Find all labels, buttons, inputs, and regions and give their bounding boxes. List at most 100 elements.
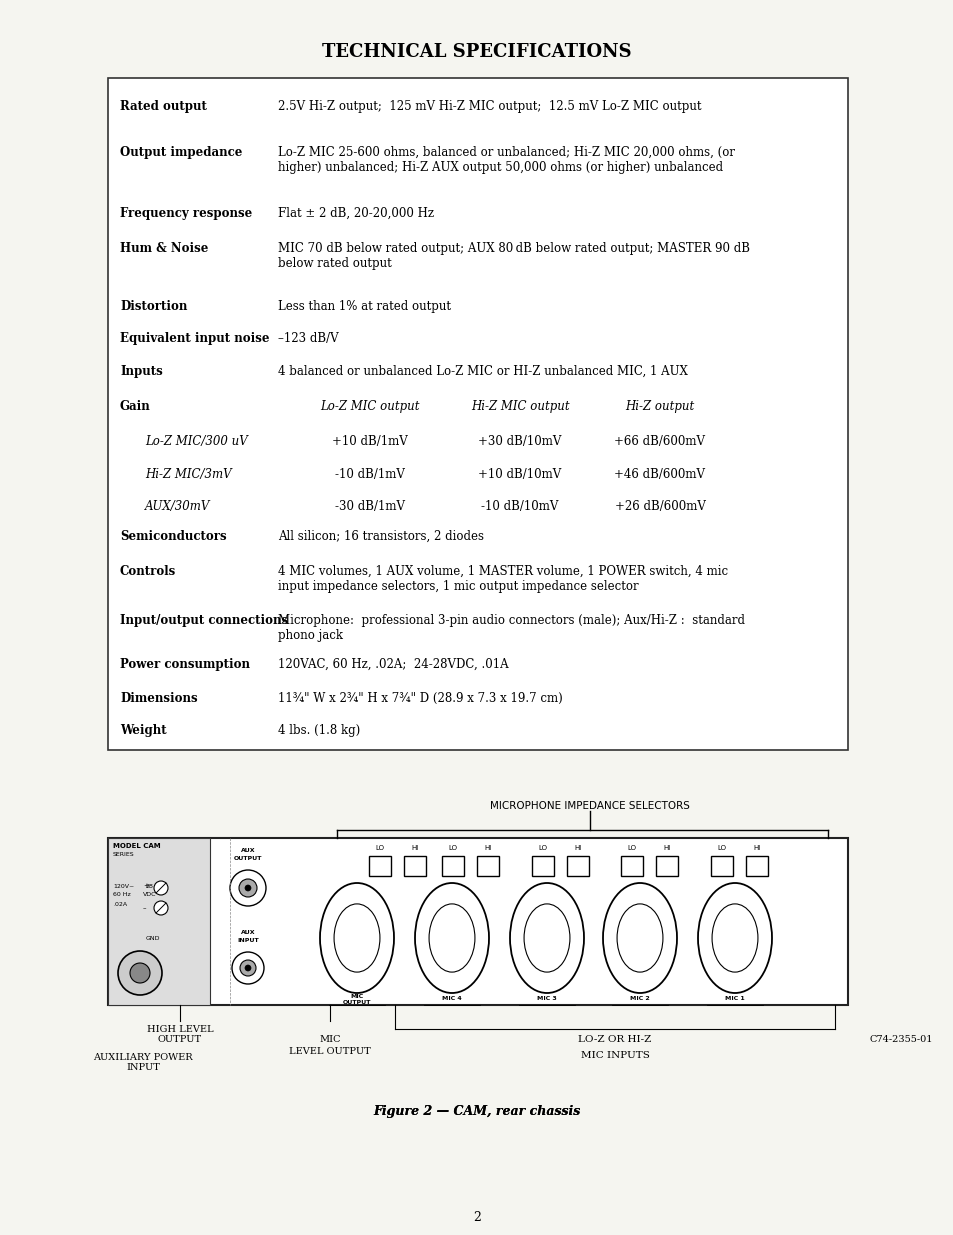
Text: INPUT: INPUT [126,1063,160,1072]
Bar [108,839,847,1005]
Text: MIC: MIC [350,993,363,999]
Text: MIC INPUTS: MIC INPUTS [580,1051,649,1060]
Text: LO: LO [717,845,726,851]
Text: Hi-Z MIC output: Hi-Z MIC output [470,399,569,412]
Text: Microphone:  professional 3-pin audio connectors (male); Aux/Hi-Z :  standard: Microphone: professional 3-pin audio con… [277,614,744,626]
Text: LEVEL OUTPUT: LEVEL OUTPUT [289,1046,371,1056]
Ellipse shape [510,883,583,993]
Text: Distortion: Distortion [120,300,187,312]
Text: AUX/30mV: AUX/30mV [145,499,211,513]
Text: Figure 2 — CAM, rear chassis: Figure 2 — CAM, rear chassis [373,1105,580,1119]
Circle shape [118,951,162,995]
Bar [620,856,642,876]
Text: MIC 3: MIC 3 [537,997,557,1002]
Circle shape [245,965,251,971]
Text: 4 balanced or unbalanced Lo-Z MIC or HI-Z unbalanced MIC, 1 AUX: 4 balanced or unbalanced Lo-Z MIC or HI-… [277,364,687,378]
Bar [566,856,588,876]
Bar [745,856,767,876]
Text: Hi-Z output: Hi-Z output [625,399,694,412]
Text: 2: 2 [473,1212,480,1224]
Text: HI: HI [662,845,670,851]
Bar [403,856,426,876]
Text: Inputs: Inputs [120,364,163,378]
Text: -10 dB/10mV: -10 dB/10mV [481,499,558,513]
Text: 60 Hz: 60 Hz [112,893,131,898]
Text: GND: GND [146,935,160,941]
Text: LO-Z OR HI-Z: LO-Z OR HI-Z [578,1035,651,1045]
Ellipse shape [415,883,489,993]
Text: OUTPUT: OUTPUT [342,999,371,1004]
Text: OUTPUT: OUTPUT [233,856,262,861]
Ellipse shape [602,883,677,993]
Text: 11¾" W x 2¾" H x 7¾" D (28.9 x 7.3 x 19.7 cm): 11¾" W x 2¾" H x 7¾" D (28.9 x 7.3 x 19.… [277,692,562,704]
Text: higher) unbalanced; Hi-Z AUX output 50,000 ohms (or higher) unbalanced: higher) unbalanced; Hi-Z AUX output 50,0… [277,161,722,173]
Text: HI: HI [574,845,581,851]
Text: MODEL CAM: MODEL CAM [112,844,160,848]
Ellipse shape [334,904,379,972]
Circle shape [232,952,264,984]
Text: Hum & Noise: Hum & Noise [120,242,208,254]
Text: 120V~: 120V~ [112,883,134,888]
Text: Input/output connections: Input/output connections [120,614,288,626]
Text: MIC 70 dB below rated output; AUX 80 dB below rated output; MASTER 90 dB: MIC 70 dB below rated output; AUX 80 dB … [277,242,749,254]
Ellipse shape [429,904,475,972]
Circle shape [130,963,150,983]
Text: Figure 2 — CAM, rear chassis: Figure 2 — CAM, rear chassis [373,1105,580,1119]
Text: –123 dB/V: –123 dB/V [277,331,338,345]
Text: -10 dB/1mV: -10 dB/1mV [335,468,404,480]
Text: LO: LO [448,845,457,851]
Text: MIC: MIC [319,1035,340,1045]
Text: LO: LO [375,845,384,851]
Circle shape [230,869,266,906]
Text: Controls: Controls [120,564,176,578]
Ellipse shape [617,904,662,972]
Text: Semiconductors: Semiconductors [120,530,227,542]
Circle shape [239,879,256,897]
Bar [710,856,732,876]
Circle shape [245,885,251,890]
Ellipse shape [711,904,757,972]
Text: .02A: .02A [112,902,127,906]
Text: Rated output: Rated output [120,100,207,112]
Text: 4 MIC volumes, 1 AUX volume, 1 MASTER volume, 1 POWER switch, 4 mic: 4 MIC volumes, 1 AUX volume, 1 MASTER vo… [277,564,727,578]
Text: +10 dB/10mV: +10 dB/10mV [477,468,561,480]
Text: Gain: Gain [120,399,151,412]
Bar [532,856,554,876]
Text: MIC 1: MIC 1 [724,997,744,1002]
Text: MIC 2: MIC 2 [630,997,649,1002]
Bar [441,856,463,876]
Text: +30 dB/10mV: +30 dB/10mV [477,435,561,447]
Text: +66 dB/600mV: +66 dB/600mV [614,435,705,447]
Text: Weight: Weight [120,724,167,736]
Text: –: – [143,905,147,911]
Text: MIC 4: MIC 4 [441,997,461,1002]
Bar [656,856,678,876]
Ellipse shape [698,883,771,993]
Text: 4 lbs. (1.8 kg): 4 lbs. (1.8 kg) [277,724,360,736]
Text: Output impedance: Output impedance [120,146,242,158]
Bar [369,856,391,876]
Text: Flat ± 2 dB, 20-20,000 Hz: Flat ± 2 dB, 20-20,000 Hz [277,206,434,220]
Text: 28: 28 [146,883,153,888]
Text: below rated output: below rated output [277,257,392,269]
Text: AUXILIARY POWER: AUXILIARY POWER [93,1052,193,1062]
Text: phono jack: phono jack [277,629,343,641]
Text: Lo-Z MIC output: Lo-Z MIC output [320,399,419,412]
Ellipse shape [319,883,394,993]
Text: +: + [143,883,149,889]
Text: -30 dB/1mV: -30 dB/1mV [335,499,405,513]
Circle shape [240,960,255,976]
Text: C74-2355-01: C74-2355-01 [869,1035,933,1045]
Text: +10 dB/1mV: +10 dB/1mV [332,435,408,447]
Circle shape [153,881,168,895]
Text: SERIES: SERIES [112,852,134,857]
Text: Lo-Z MIC/300 uV: Lo-Z MIC/300 uV [145,435,248,447]
Text: input impedance selectors, 1 mic output impedance selector: input impedance selectors, 1 mic output … [277,579,638,593]
Text: +26 dB/600mV: +26 dB/600mV [614,499,704,513]
Text: AUX: AUX [240,847,255,852]
Text: All silicon; 16 transistors, 2 diodes: All silicon; 16 transistors, 2 diodes [277,530,483,542]
Text: HI: HI [753,845,760,851]
Text: +46 dB/600mV: +46 dB/600mV [614,468,705,480]
Text: MICROPHONE IMPEDANCE SELECTORS: MICROPHONE IMPEDANCE SELECTORS [490,802,689,811]
Text: OUTPUT: OUTPUT [158,1035,202,1045]
